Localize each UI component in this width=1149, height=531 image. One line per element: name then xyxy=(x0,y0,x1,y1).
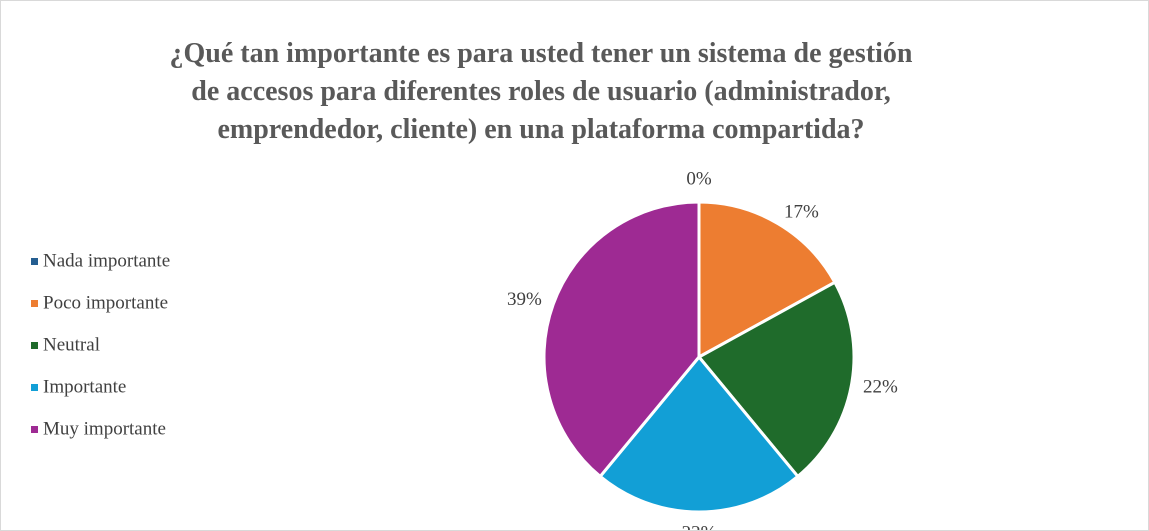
legend-swatch xyxy=(31,342,38,349)
data-label: 22% xyxy=(682,522,717,530)
data-label: 0% xyxy=(686,168,712,189)
pie-slice xyxy=(598,354,800,514)
legend-swatch xyxy=(31,426,38,433)
data-label: 22% xyxy=(863,377,898,398)
pie-slice xyxy=(542,200,701,479)
data-label: 39% xyxy=(507,289,542,310)
data-label: 17% xyxy=(784,202,819,223)
pie-slice xyxy=(696,280,856,479)
legend-label: Importante xyxy=(43,376,126,397)
chart-title: ¿Qué tan importante es para usted tener … xyxy=(169,38,913,145)
pie-slice xyxy=(697,200,837,360)
legend-label: Poco importante xyxy=(43,292,168,313)
legend-label: Neutral xyxy=(43,334,100,355)
legend-label: Muy importante xyxy=(43,418,166,439)
legend-label: Nada importante xyxy=(43,250,170,271)
legend-swatch xyxy=(31,258,38,265)
legend-swatch xyxy=(31,300,38,307)
legend-swatch xyxy=(31,384,38,391)
